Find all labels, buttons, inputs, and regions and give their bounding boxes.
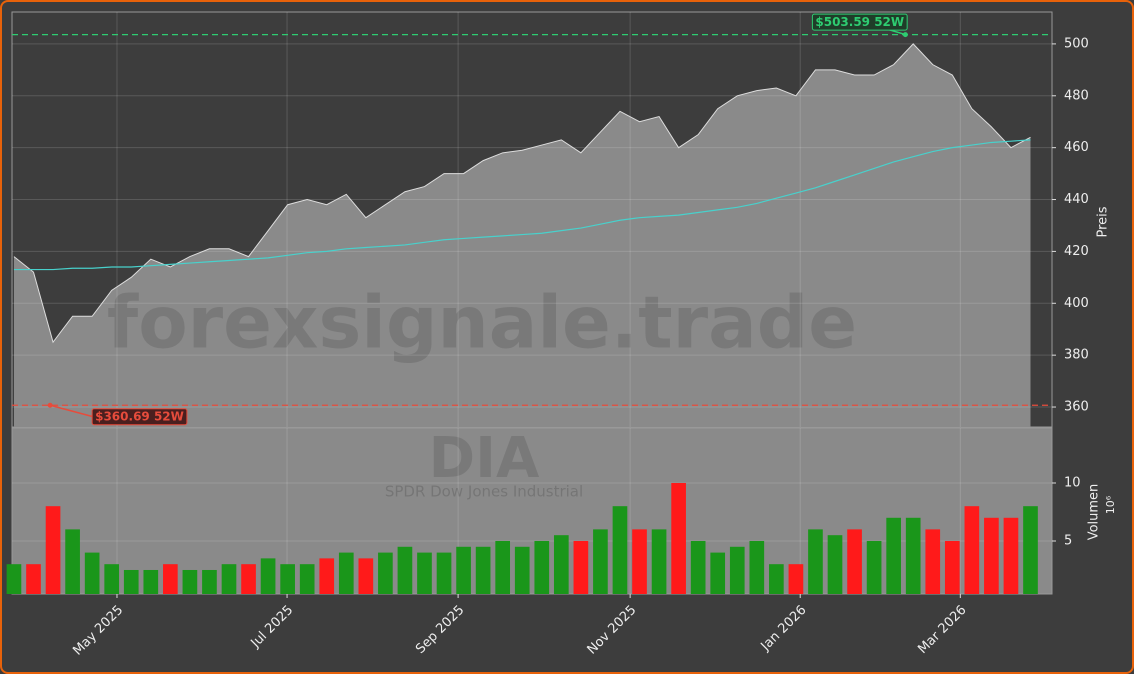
x-tick-label: Jan 2026 bbox=[758, 603, 810, 655]
volume-bar bbox=[260, 558, 276, 594]
price-line bbox=[13, 43, 1031, 344]
volume-bar bbox=[788, 564, 804, 594]
annotation-point bbox=[902, 32, 908, 38]
volume-bar bbox=[84, 552, 100, 594]
offset-label: 10⁶ bbox=[1104, 495, 1117, 514]
volume-bar bbox=[710, 552, 726, 594]
watermark: DIA bbox=[429, 426, 540, 491]
volume-bar bbox=[886, 517, 901, 594]
y-tick-label: 400 bbox=[1064, 296, 1089, 311]
x-tick-label: Mar 2026 bbox=[915, 603, 969, 657]
volume-bar bbox=[299, 564, 315, 594]
volume-bar bbox=[104, 564, 120, 594]
volume-bar bbox=[280, 564, 295, 594]
volume-bar bbox=[123, 569, 139, 594]
volume-bar bbox=[690, 540, 706, 594]
x-tick-label: Jul 2025 bbox=[248, 603, 297, 652]
volume-bar bbox=[729, 546, 745, 594]
annotation-arrow bbox=[49, 404, 96, 418]
volume-bar bbox=[769, 564, 784, 594]
volume-bar bbox=[671, 482, 686, 594]
volume-bar bbox=[827, 535, 843, 594]
volume-bar bbox=[944, 540, 960, 594]
y-tick-label: 380 bbox=[1064, 348, 1089, 363]
y-tick-label: 500 bbox=[1064, 36, 1089, 51]
volume-bar bbox=[456, 546, 471, 594]
x-tick-label: May 2025 bbox=[70, 603, 126, 659]
volume-bar bbox=[163, 564, 178, 594]
y-tick-label: 440 bbox=[1064, 192, 1089, 207]
volume-bar bbox=[866, 540, 882, 594]
volume-bar bbox=[964, 506, 980, 594]
volume-bar bbox=[182, 569, 198, 594]
volume-bar bbox=[553, 535, 569, 594]
volume-bar bbox=[514, 546, 530, 594]
volume-bar bbox=[651, 529, 667, 594]
volume-bar bbox=[612, 506, 628, 594]
annotation: $360.69 52W bbox=[91, 408, 188, 426]
volume-bar bbox=[436, 552, 452, 594]
watermark: forexsignale.trade bbox=[107, 281, 857, 365]
volume-bar bbox=[925, 529, 941, 594]
annotation-box bbox=[91, 408, 188, 426]
price-area bbox=[13, 43, 1031, 427]
volume-bar bbox=[397, 546, 413, 594]
sma-line bbox=[13, 139, 1031, 271]
y-tick-label: 460 bbox=[1064, 140, 1089, 155]
volume-bar bbox=[808, 529, 823, 594]
volume-bar bbox=[1023, 506, 1038, 594]
y-tick-label: 420 bbox=[1064, 244, 1089, 259]
volume-bar bbox=[6, 564, 22, 594]
volume-bar bbox=[417, 552, 432, 594]
y-axis-label: Preis bbox=[1096, 206, 1111, 237]
volume-bar bbox=[378, 552, 393, 594]
volume-bar bbox=[241, 564, 256, 594]
annotation-box bbox=[811, 13, 908, 31]
x-tick-label: Nov 2025 bbox=[585, 603, 640, 658]
volume-bar bbox=[221, 564, 237, 594]
volume-bar bbox=[534, 540, 550, 594]
volume-bar bbox=[984, 517, 999, 594]
x-tick-label: Sep 2025 bbox=[413, 603, 467, 657]
annotation-point bbox=[47, 402, 53, 408]
volume-bar bbox=[847, 529, 862, 594]
annotation-label: $360.69 52W bbox=[95, 410, 184, 424]
volume-bar bbox=[632, 529, 647, 594]
volume-bar bbox=[593, 529, 608, 594]
volume-bar bbox=[905, 517, 921, 594]
y-tick-label: 5 bbox=[1064, 533, 1072, 548]
volume-bar bbox=[45, 506, 61, 594]
y-tick-label: 480 bbox=[1064, 88, 1089, 103]
volume-bar bbox=[338, 552, 354, 594]
volume-bar bbox=[1003, 517, 1019, 594]
volume-bar bbox=[358, 558, 374, 594]
volume-bar bbox=[65, 529, 80, 594]
y-tick-label: 360 bbox=[1064, 400, 1089, 415]
volume-bar bbox=[26, 564, 41, 594]
watermark: SPDR Dow Jones Industrial bbox=[385, 483, 583, 501]
y-tick-label: 10 bbox=[1064, 475, 1081, 490]
volume-bar bbox=[749, 540, 765, 594]
volume-bar bbox=[475, 546, 491, 594]
volume-bar bbox=[143, 569, 159, 594]
annotation: $503.59 52W bbox=[811, 13, 908, 31]
y-axis-label: Volumen bbox=[1087, 484, 1102, 541]
annotation-label: $503.59 52W bbox=[815, 15, 904, 29]
volume-bar bbox=[495, 540, 511, 594]
volume-bar bbox=[202, 569, 217, 594]
volume-bar bbox=[573, 540, 589, 594]
volume-bar bbox=[319, 558, 335, 594]
